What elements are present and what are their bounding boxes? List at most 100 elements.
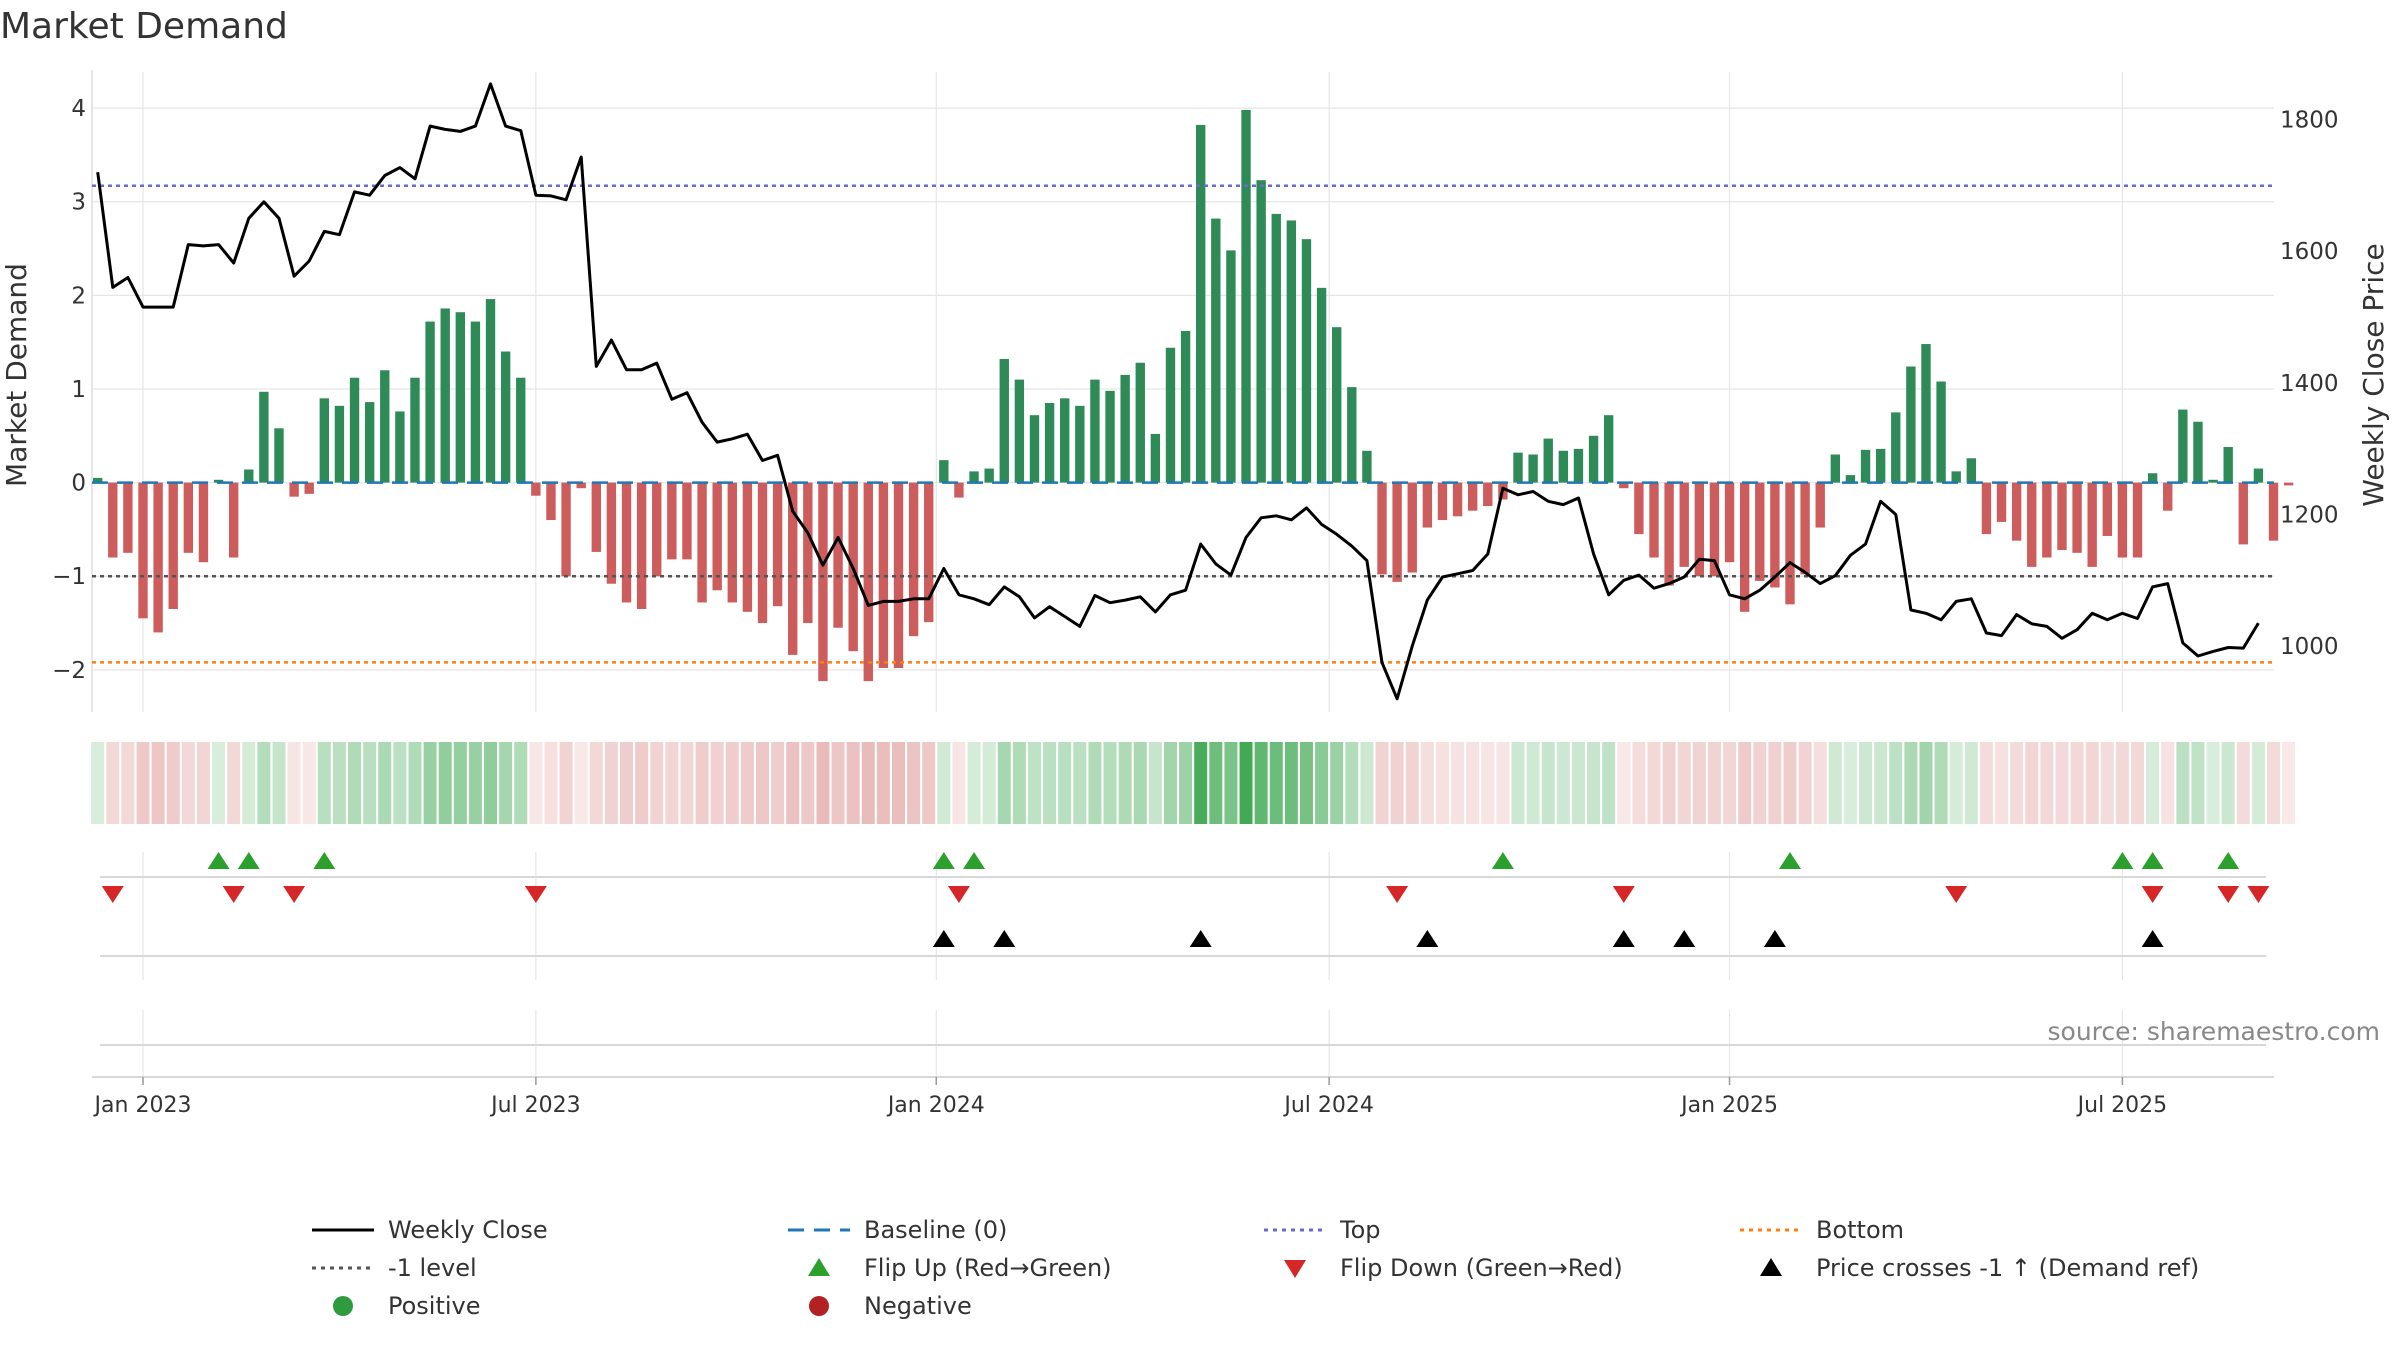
heat-strip-cell	[453, 742, 467, 824]
demand-bar	[636, 482, 647, 610]
heat-strip-cell	[665, 742, 679, 824]
price-cross-marker	[1416, 930, 1439, 947]
demand-bar	[1256, 180, 1266, 483]
heat-strip-cell	[1088, 742, 1102, 824]
price-cross-marker	[1763, 930, 1786, 947]
heat-strip-cell	[1813, 742, 1827, 824]
heat-strip-cell	[725, 742, 739, 824]
heat-strip-cell	[1284, 742, 1298, 824]
y-left-tick-label: 2	[71, 283, 86, 309]
demand-bar	[1891, 412, 1901, 483]
demand-bar	[1588, 435, 1599, 483]
demand-bar	[697, 482, 707, 603]
demand-bar	[304, 482, 314, 494]
price-cross-marker	[993, 930, 1016, 947]
demand-bar	[1452, 482, 1463, 517]
demand-bar	[1906, 366, 1916, 483]
heat-strip-cell	[2040, 742, 2054, 824]
heat-strip-cell	[892, 742, 905, 824]
legend-item-bottom: Bottom	[1738, 1212, 1904, 1248]
demand-bar	[1936, 381, 1946, 483]
heat-strip-cell	[937, 742, 951, 824]
demand-bar	[1573, 448, 1584, 483]
demand-bar	[1120, 374, 1130, 483]
flip-down-marker	[1945, 886, 1968, 903]
flip-down-marker	[2141, 886, 2164, 903]
legend-item-baseline: Baseline (0)	[786, 1212, 1007, 1248]
heat-strip-cell	[2176, 742, 2190, 824]
demand-bar	[1694, 482, 1705, 577]
heat-strip-cell	[1647, 742, 1661, 824]
demand-bar	[772, 482, 783, 607]
demand-bar	[1724, 482, 1735, 563]
demand-bar	[1044, 403, 1055, 483]
heat-strip-cell	[2206, 742, 2220, 824]
heat-strip-cell	[257, 742, 271, 824]
demand-bar	[1543, 438, 1553, 483]
heat-strip-cell	[952, 742, 966, 824]
legend-label-flipdown: Flip Down (Green→Red)	[1340, 1254, 1623, 1282]
demand-bar	[2208, 479, 2218, 483]
heat-strip-cell	[604, 742, 618, 824]
demand-bar	[1211, 218, 1221, 483]
heat-strip-cell	[2267, 742, 2281, 824]
heat-strip-cell	[967, 742, 981, 824]
demand-bar	[244, 469, 254, 483]
flip-up-marker	[932, 852, 955, 869]
demand-bar	[606, 482, 617, 584]
demand-bar	[591, 482, 601, 552]
demand-bar	[621, 482, 632, 603]
demand-bar	[259, 391, 269, 483]
flip-up-marker	[237, 852, 260, 869]
heat-strip-cell	[801, 742, 815, 824]
heat-strip-cell	[2055, 742, 2069, 824]
heat-strip-cell	[1783, 742, 1797, 824]
demand-bar	[576, 482, 586, 489]
heat-strip-cell	[1979, 742, 1993, 824]
heat-strip-cell	[1511, 742, 1525, 824]
flip-down-marker	[101, 886, 124, 903]
heat-strip-cell	[1632, 742, 1646, 824]
demand-bar	[1301, 239, 1312, 483]
heat-strip-cell	[1420, 742, 1434, 824]
demand-bar	[667, 482, 677, 560]
y-left-tick-label: 0	[71, 471, 86, 497]
y-right-tick-label: 1000	[2280, 634, 2339, 660]
price-cross-marker	[2141, 930, 2164, 947]
heat-strip-cell	[91, 742, 105, 824]
heat-strip-cell	[1148, 742, 1162, 824]
heat-strip-cell	[1315, 742, 1329, 824]
x-tick-label: Jul 2023	[489, 1093, 581, 1118]
y-left-axis-label: Market Demand	[0, 263, 33, 487]
demand-bar	[1422, 482, 1433, 528]
heat-strip-cell	[1919, 742, 1933, 824]
heat-strip-cell	[106, 742, 120, 824]
heat-strip-cell	[740, 742, 754, 824]
heat-strip-cell	[710, 742, 724, 824]
legend-label-close: Weekly Close	[388, 1216, 548, 1244]
heat-strip-cell	[1828, 742, 1842, 824]
legend-dot-positive-icon	[333, 1296, 353, 1316]
heat-strip-cell	[302, 742, 316, 824]
legend-label-top: Top	[1340, 1216, 1381, 1244]
heat-strip-cell	[1481, 742, 1495, 824]
market-demand-chart: 4 3 2 1 0 −1 −2 1800 1600 1400 1200 1000 Market Dema…	[0, 70, 2390, 1118]
price-cross-marker	[1612, 930, 1635, 947]
legend-item-minus1: -1 level	[310, 1250, 477, 1286]
demand-bar	[2072, 482, 2082, 553]
demand-bar	[1392, 482, 1402, 582]
heat-strip-cell	[1194, 742, 1208, 824]
y-left-tick-label: 1	[71, 377, 86, 403]
heat-strip-cell	[1904, 742, 1918, 824]
demand-bar	[1619, 482, 1629, 489]
heat-strip-cell	[1587, 742, 1601, 824]
demand-bar	[1029, 415, 1040, 483]
heat-strip-cell	[1466, 742, 1480, 824]
legend-line-minus1-icon	[312, 1266, 374, 1270]
heat-strip-cell	[2221, 742, 2235, 824]
demand-bar	[1060, 398, 1070, 483]
heat-strip-cell	[786, 742, 800, 824]
demand-bar	[2102, 482, 2112, 536]
demand-bar	[954, 482, 964, 498]
demand-bar	[380, 370, 390, 483]
